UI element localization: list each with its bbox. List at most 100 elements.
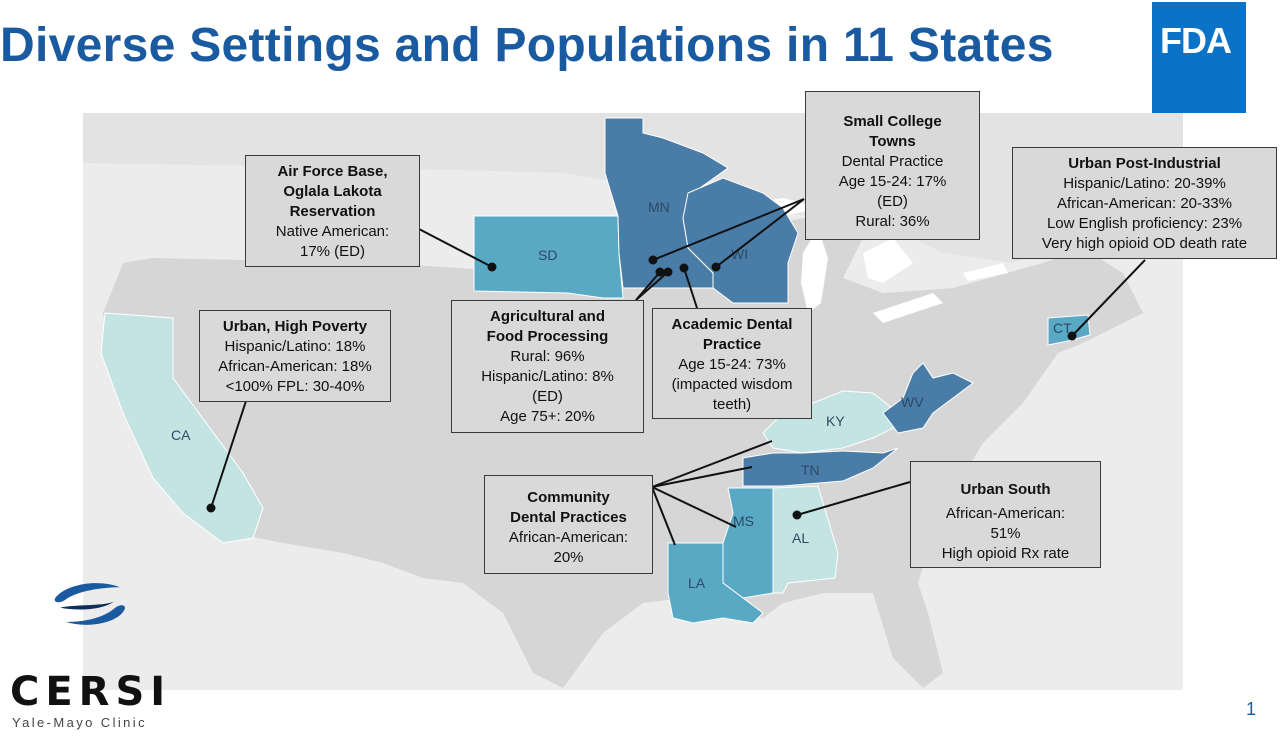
label-ms: MS: [733, 513, 754, 529]
callout-heading: Oglala Lakota: [283, 183, 382, 200]
label-mn: MN: [648, 199, 670, 215]
callout-line: African-American:: [508, 529, 629, 546]
marker-ct: [1067, 331, 1077, 341]
callout-line: Age 75+: 20%: [500, 408, 595, 425]
connector-air-force: [418, 228, 493, 268]
callout-line: 51%: [990, 525, 1021, 542]
connector-urban-south: [796, 481, 911, 516]
label-wv: WV: [901, 394, 924, 410]
state-tn: [742, 447, 899, 487]
callout-line: African-American: 18%: [218, 358, 372, 375]
label-wi: WI: [731, 246, 748, 262]
connector-academic-dental: [683, 267, 698, 309]
callout-heading: Food Processing: [486, 328, 609, 345]
callout-line: teeth): [712, 396, 752, 413]
lake-erie: [873, 293, 943, 323]
state-la: [667, 542, 764, 624]
callout-academic-dental: Academic Dental Practice Age 15-24: 73% …: [652, 308, 812, 419]
callout-community-dental: Community Dental Practices African-Ameri…: [484, 475, 653, 574]
fda-logo-text: FDA: [1160, 20, 1232, 61]
callout-line: Native American:: [275, 223, 390, 240]
callout-air-force-base: Air Force Base, Oglala Lakota Reservatio…: [245, 155, 420, 267]
connector-community-tn: [651, 466, 753, 488]
callout-line: Age 15-24: 17%: [838, 173, 947, 190]
marker-mn-ag-1: [655, 267, 665, 277]
callout-line: Hispanic/Latino: 18%: [224, 338, 366, 355]
callout-line: (ED): [532, 388, 563, 405]
callout-heading: Air Force Base,: [277, 163, 388, 180]
lake-ontario: [963, 263, 1008, 281]
label-tn: TN: [801, 462, 820, 478]
cersi-wordmark: CERSI: [10, 669, 172, 715]
state-ct: [1047, 314, 1091, 346]
state-wi: [682, 177, 799, 304]
callout-heading: Urban, High Poverty: [222, 318, 368, 335]
callout-heading: Towns: [869, 133, 916, 150]
callout-line: Very high opioid OD death rate: [1041, 235, 1248, 252]
page-title: Diverse Settings and Populations in 11 S…: [0, 19, 1054, 72]
state-ca: [100, 312, 264, 544]
connector-urban-high-poverty: [210, 400, 247, 509]
marker-al: [792, 510, 802, 520]
callout-line: African-American: 20-33%: [1056, 195, 1233, 212]
callout-line: (impacted wisdom: [671, 376, 793, 393]
swoosh-upper: [54, 583, 121, 603]
state-wv: [882, 362, 974, 434]
label-ky: KY: [826, 413, 845, 429]
callout-line: Rural: 96%: [510, 348, 585, 365]
state-al: [772, 485, 839, 594]
connector-urban-post-industrial: [1071, 259, 1146, 337]
label-ca: CA: [171, 427, 191, 443]
callout-line: 17% (ED): [299, 243, 366, 260]
callout-heading: Small College: [843, 113, 942, 130]
label-al: AL: [792, 530, 809, 546]
callout-agricultural: Agricultural and Food Processing Rural: …: [451, 300, 644, 433]
callout-line: High opioid Rx rate: [941, 545, 1070, 562]
marker-ca: [206, 503, 216, 513]
callout-line: Rural: 36%: [855, 213, 930, 230]
callout-heading: Urban South: [960, 481, 1051, 498]
callout-line: (ED): [877, 193, 908, 210]
callout-heading: Urban Post-Industrial: [1068, 155, 1221, 172]
label-la: LA: [688, 575, 706, 591]
connector-small-college-2: [715, 198, 805, 268]
callout-line: Age 15-24: 73%: [678, 356, 786, 373]
callout-urban-post-industrial: Urban Post-Industrial Hispanic/Latino: 2…: [1012, 147, 1277, 259]
callout-line: Hispanic/Latino: 8%: [481, 368, 614, 385]
label-sd: SD: [538, 247, 557, 263]
callout-small-college-towns: Small College Towns Dental Practice Age …: [805, 91, 980, 240]
lake-huron: [863, 238, 913, 283]
connector-community-la: [651, 486, 676, 546]
callout-line: Low English proficiency: 23%: [1046, 215, 1243, 232]
connector-community-ms: [651, 486, 737, 528]
connector-small-college-1: [652, 198, 805, 261]
callout-heading: Agricultural and: [489, 308, 605, 325]
callout-urban-high-poverty: Urban, High Poverty Hispanic/Latino: 18%…: [199, 310, 391, 402]
callout-line: Hispanic/Latino: 20-39%: [1063, 175, 1226, 192]
callout-heading: Academic Dental: [671, 316, 793, 333]
marker-sd: [487, 262, 497, 272]
callout-heading: Dental Practices: [510, 509, 627, 526]
callout-heading: Community: [527, 489, 610, 506]
cersi-subtitle: Yale-Mayo Clinic: [12, 715, 147, 730]
page-number: 1: [1246, 699, 1257, 719]
callout-line: African-American:: [945, 505, 1066, 522]
marker-mn-college: [648, 255, 658, 265]
lake-michigan: [801, 228, 828, 313]
callout-line: <100% FPL: 30-40%: [225, 378, 365, 395]
callout-heading: Practice: [702, 336, 762, 353]
connector-community-ky: [651, 440, 773, 488]
marker-mn-ag-2: [663, 267, 673, 277]
fda-logo: FDA: [1152, 2, 1246, 113]
marker-wi: [711, 262, 721, 272]
callout-line: 20%: [553, 549, 584, 566]
connector-agricultural-2: [635, 271, 669, 301]
callout-heading: Reservation: [289, 203, 376, 220]
cersi-swoosh-logo: [54, 583, 125, 625]
swoosh-middle: [60, 601, 114, 610]
callout-urban-south: Urban South African-American: 51% High o…: [910, 461, 1101, 568]
marker-mn-academic: [679, 263, 689, 273]
swoosh-lower: [66, 605, 125, 625]
callout-line: Dental Practice: [841, 153, 944, 170]
